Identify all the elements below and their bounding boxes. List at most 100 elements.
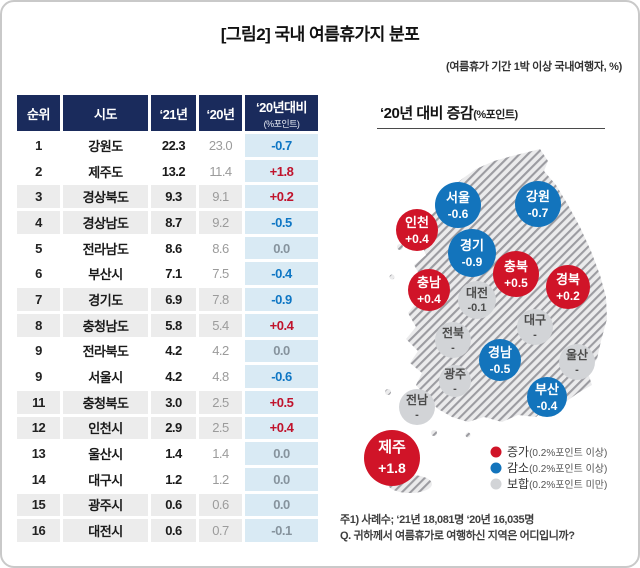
header-rank: 순위 — [17, 95, 60, 131]
svg-text:충북: 충북 — [504, 259, 528, 274]
region-cell: 강원도 — [63, 134, 148, 157]
rank-cell: 8 — [17, 313, 60, 337]
region-cell: 광주시 — [63, 493, 148, 517]
figure-title: [그림2] 국내 여름휴가지 분포 — [220, 25, 420, 44]
svg-text:감소(0.2%포인트 이상): 감소(0.2%포인트 이상) — [507, 461, 607, 475]
region-bubble-충남: 충남 +0.4 — [408, 269, 450, 311]
svg-text:대구: 대구 — [524, 313, 546, 327]
region-cell: 경상북도 — [63, 185, 148, 209]
legend-item-flat: 보합(0.2%포인트 미만) — [490, 477, 607, 491]
table-row: 11 충청북도 3.0 2.5 +0.5 — [17, 390, 318, 414]
svg-text:대전: 대전 — [466, 285, 488, 300]
region-bubble-광주: 광주 - — [439, 365, 471, 397]
y21-cell: 6.9 — [151, 288, 196, 311]
rank-cell: 12 — [17, 416, 60, 440]
table-row: 12 인천시 2.9 2.5 +0.4 — [17, 416, 318, 440]
y21-cell: 3.0 — [151, 390, 196, 414]
region-cell: 경기도 — [63, 288, 148, 311]
y21-cell: 22.3 — [151, 134, 196, 157]
y21-cell: 8.7 — [151, 211, 196, 234]
svg-text:제주: 제주 — [378, 439, 406, 456]
table-row: 1 강원도 22.3 23.0 -0.7 — [17, 134, 318, 157]
region-cell: 전라남도 — [63, 236, 148, 260]
table-row: 16 대전시 0.6 0.7 -0.1 — [17, 519, 318, 542]
svg-text:-0.4: -0.4 — [537, 399, 558, 413]
y20-cell: 5.4 — [199, 313, 242, 337]
y20-cell: 2.5 — [199, 390, 242, 414]
region-cell: 대구시 — [63, 467, 148, 491]
svg-text:전남: 전남 — [406, 392, 428, 407]
svg-text:경남: 경남 — [488, 345, 512, 360]
y20-cell: 1.2 — [199, 467, 242, 491]
diff-cell: 0.0 — [245, 493, 318, 517]
header-region: 시도 — [63, 95, 148, 131]
y21-cell: 5.8 — [151, 313, 196, 337]
y20-cell: 23.0 — [199, 134, 242, 157]
diff-cell: 0.0 — [245, 467, 318, 491]
y20-cell: 9.1 — [199, 185, 242, 209]
figure-subtitle: (여름휴가 기간 1박 이상 국내여행자, %) — [445, 61, 622, 73]
table-row: 15 광주시 0.6 0.6 0.0 — [17, 493, 318, 517]
table-row: 14 대구시 1.2 1.2 0.0 — [17, 467, 318, 491]
svg-text:강원: 강원 — [526, 189, 550, 204]
svg-text:-: - — [451, 342, 455, 354]
region-cell: 인천시 — [63, 416, 148, 440]
svg-text:전북: 전북 — [442, 325, 464, 340]
region-cell: 충청북도 — [63, 390, 148, 414]
diff-cell: -0.1 — [245, 519, 318, 542]
rank-cell: 13 — [17, 442, 60, 465]
diff-cell: -0.5 — [245, 211, 318, 234]
region-bubble-대구: 대구 - — [517, 309, 553, 345]
svg-text:-0.1: -0.1 — [468, 302, 487, 314]
diff-cell: -0.6 — [245, 365, 318, 388]
legend-item-up: 증가(0.2%포인트 이상) — [490, 445, 607, 459]
svg-text:-: - — [533, 329, 537, 341]
table-row: 8 충청남도 5.8 5.4 +0.4 — [17, 313, 318, 337]
svg-text:+0.4: +0.4 — [405, 232, 429, 246]
svg-text:보합(0.2%포인트 미만): 보합(0.2%포인트 미만) — [507, 477, 607, 491]
svg-text:광주: 광주 — [444, 366, 466, 381]
region-bubble-서울: 서울 -0.6 — [435, 182, 481, 228]
rank-cell: 14 — [17, 467, 60, 491]
svg-text:경기: 경기 — [460, 238, 484, 253]
table-header-row: 순위 시도 ‘21년 ‘20년 ‘20년대비 (%포인트) — [17, 95, 318, 131]
table-row: 13 울산시 1.4 1.4 0.0 — [17, 442, 318, 465]
rank-cell: 9 — [17, 339, 60, 363]
rank-cell: 7 — [17, 288, 60, 311]
svg-text:증가(0.2%포인트 이상): 증가(0.2%포인트 이상) — [507, 445, 607, 459]
svg-text:-: - — [415, 409, 419, 421]
table-row: 7 경기도 6.9 7.8 -0.9 — [17, 288, 318, 311]
region-bubble-울산: 울산 - — [559, 344, 595, 380]
rank-cell: 9 — [17, 365, 60, 388]
y21-cell: 8.6 — [151, 236, 196, 260]
svg-text:-0.6: -0.6 — [448, 207, 469, 221]
svg-text:충남: 충남 — [417, 275, 441, 290]
svg-text:-: - — [453, 383, 457, 395]
svg-text:경북: 경북 — [556, 272, 580, 287]
y20-cell: 9.2 — [199, 211, 242, 234]
svg-text:-: - — [575, 364, 579, 376]
y21-cell: 13.2 — [151, 159, 196, 183]
y20-cell: 4.2 — [199, 339, 242, 363]
svg-text:서울: 서울 — [446, 190, 470, 205]
y20-cell: 0.7 — [199, 519, 242, 542]
y21-cell: 7.1 — [151, 262, 196, 286]
region-bubble-경남: 경남 -0.5 — [479, 339, 521, 381]
region-cell: 부산시 — [63, 262, 148, 286]
region-bubble-충북: 충북 +0.5 — [493, 251, 539, 297]
header-y21: ‘21년 — [151, 95, 196, 131]
svg-text:-0.7: -0.7 — [528, 206, 549, 220]
footnotes: 주1) 사례수; ‘21년 18,081명 ‘20년 16,035명 Q. 귀하… — [340, 512, 575, 544]
y20-cell: 11.4 — [199, 159, 242, 183]
rank-cell: 3 — [17, 185, 60, 209]
diff-cell: -0.4 — [245, 262, 318, 286]
diff-cell: -0.7 — [245, 134, 318, 157]
svg-text:+0.4: +0.4 — [417, 292, 441, 306]
svg-text:-0.5: -0.5 — [490, 362, 511, 376]
region-bubble-강원: 강원 -0.7 — [515, 181, 561, 227]
diff-cell: +0.5 — [245, 390, 318, 414]
rank-cell: 2 — [17, 159, 60, 183]
region-cell: 충청남도 — [63, 313, 148, 337]
rank-cell: 16 — [17, 519, 60, 542]
